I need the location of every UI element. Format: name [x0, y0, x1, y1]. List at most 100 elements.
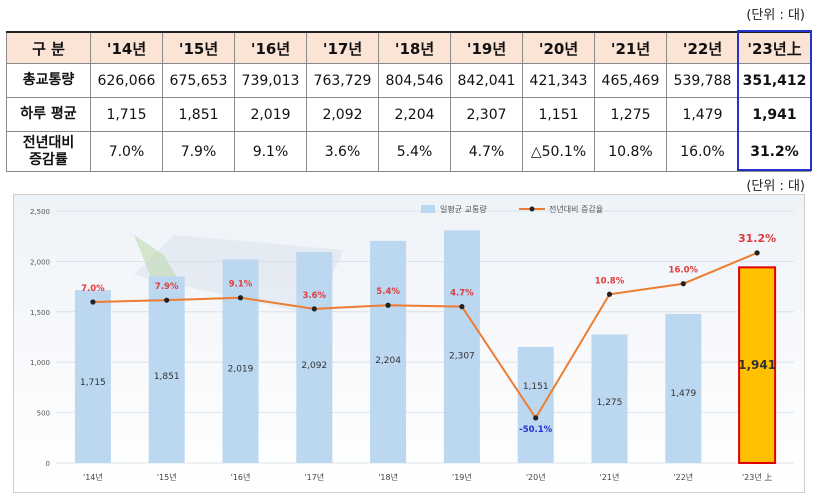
rate-label: 4.7%: [450, 289, 474, 299]
table-cell: 16.0%: [666, 131, 739, 172]
table-cell: 3.6%: [306, 131, 379, 172]
table-cell: 763,729: [306, 63, 379, 98]
table-header-cell: '16년: [234, 31, 307, 64]
bar: [738, 266, 777, 464]
bar-value-label: 2,019: [228, 364, 254, 374]
rate-label: -50.1%: [519, 425, 552, 435]
bar-value-label: 1,851: [154, 372, 180, 382]
bar: [443, 230, 480, 463]
table-cell: 465,469: [594, 63, 667, 98]
x-tick-label: '16년: [231, 472, 251, 482]
bar-value-label: 1,275: [597, 398, 623, 408]
y-tick-label: 2,000: [30, 258, 50, 266]
x-tick-label: '22년: [673, 472, 693, 482]
rate-label: 5.4%: [376, 287, 400, 297]
rate-point: [237, 295, 244, 301]
table-cell: 5.4%: [378, 131, 451, 172]
table-row: 총교통량 626,066 675,653 739,013 763,729 804…: [6, 63, 811, 98]
unit-label-chart: (단위 : 대): [746, 179, 805, 194]
row-label: 총교통량: [6, 63, 91, 98]
rate-point: [90, 299, 96, 305]
bar: [296, 252, 333, 463]
table-cell: 31.2%: [738, 131, 811, 172]
table-header-row: 구 분 '14년 '15년 '16년 '17년 '18년 '19년 '20년 '…: [6, 31, 811, 64]
table-header-cell: '18년: [378, 31, 451, 64]
table-cell: 539,788: [666, 63, 739, 98]
table-cell: 1,151: [522, 97, 595, 132]
table-header-cell: '15년: [162, 31, 235, 64]
bar: [517, 346, 554, 463]
rate-point: [459, 304, 465, 310]
table-header-cell: '20년: [522, 31, 595, 64]
table-cell: 10.8%: [594, 131, 667, 172]
background-wingtip-shape: [134, 235, 184, 290]
traffic-table: 구 분 '14년 '15년 '16년 '17년 '18년 '19년 '20년 '…: [6, 31, 811, 172]
bar: [222, 259, 259, 463]
rate-point: [385, 302, 391, 308]
row-label: 하루 평균: [6, 97, 91, 132]
table-cell: 1,715: [90, 97, 163, 132]
rate-label: 9.1%: [229, 280, 253, 290]
rate-point: [164, 297, 170, 303]
bar-value-label: 2,307: [449, 351, 475, 361]
x-tick-label: '17년: [304, 472, 324, 482]
rate-label: 7.0%: [81, 284, 105, 294]
rate-label: 10.8%: [595, 276, 625, 286]
row-label: 전년대비 증감률: [6, 131, 91, 172]
table-header-cell: 구 분: [6, 31, 91, 64]
row-label-line: 전년대비: [22, 134, 75, 151]
rate-point: [533, 415, 539, 421]
legend-line-marker: [529, 206, 535, 212]
bar-value-label: 1,941: [738, 358, 776, 372]
combo-chart: 2,500 2,000 1,500 1,000 500 0 1,715 1,851 2,019 2…: [30, 204, 794, 482]
table-cell: 9.1%: [234, 131, 307, 172]
table-cell: 7.0%: [90, 131, 163, 172]
rate-label: 7.9%: [155, 282, 179, 292]
bar: [74, 290, 111, 463]
y-tick-label: 1,000: [30, 359, 50, 367]
bar-value-label: 1,151: [523, 382, 549, 392]
bar: [591, 334, 628, 463]
bar-value-label: 2,092: [301, 361, 327, 371]
table-cell: 1,479: [666, 97, 739, 132]
x-tick-label: '23년 上: [742, 472, 772, 482]
table-cell: 675,653: [162, 63, 235, 98]
row-label-line: 증감률: [29, 151, 68, 168]
x-tick-label: '19년: [452, 472, 472, 482]
table-header-cell: '22년: [666, 31, 739, 64]
table-cell: 7.9%: [162, 131, 235, 172]
legend-label: 일평균 교통량: [440, 204, 487, 214]
table-row: 하루 평균 1,715 1,851 2,019 2,092 2,204 2,30…: [6, 97, 811, 132]
bar: [665, 313, 702, 463]
rate-label: 3.6%: [303, 291, 327, 301]
bar-value-label: 1,479: [670, 389, 696, 399]
table-header-cell: '14년: [90, 31, 163, 64]
table-header-cell: '19년: [450, 31, 523, 64]
y-tick-label: 0: [46, 460, 50, 468]
rate-point: [606, 291, 613, 297]
bar: [148, 276, 185, 463]
y-tick-label: 1,500: [30, 309, 50, 317]
rate-point: [680, 281, 686, 287]
y-tick-label: 500: [37, 410, 50, 418]
rate-point: [311, 306, 317, 312]
table-cell: 2,307: [450, 97, 523, 132]
x-tick-label: '20년: [526, 472, 546, 482]
table-cell: 626,066: [90, 63, 163, 98]
bar: [370, 240, 407, 463]
rate-label: 16.0%: [669, 266, 699, 276]
unit-label-table: (단위 : 대): [746, 8, 805, 23]
chart-area: 2,500 2,000 1,500 1,000 500 0 1,715 1,851 2,019 2…: [13, 194, 805, 493]
rate-line: [92, 251, 758, 420]
legend-label: 전년대비 증감율: [549, 204, 603, 214]
bar-value-label: 1,715: [80, 378, 106, 388]
table-cell: 2,019: [234, 97, 307, 132]
table-cell: △50.1%: [522, 131, 595, 172]
x-tick-label: '14년: [83, 472, 103, 482]
table-cell: 1,275: [594, 97, 667, 132]
table-row: 전년대비 증감률 7.0% 7.9% 9.1% 3.6% 5.4% 4.7% △…: [6, 131, 811, 172]
table-header-cell: '17년: [306, 31, 379, 64]
y-tick-label: 2,500: [30, 208, 50, 216]
table-header-cell: '23년上: [738, 31, 811, 64]
table-header-cell: '21년: [594, 31, 667, 64]
